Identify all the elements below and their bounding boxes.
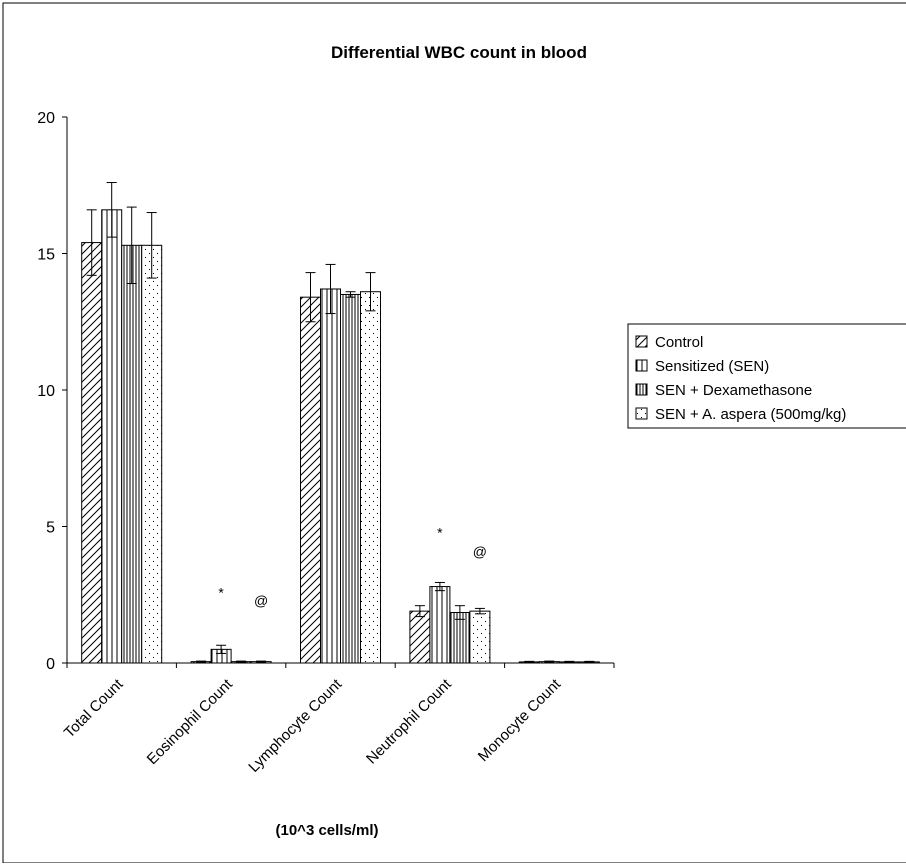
legend-box: [627, 323, 906, 429]
bar: [429, 586, 451, 664]
bar: [101, 209, 123, 664]
bar: [360, 291, 381, 664]
bar: [141, 244, 163, 664]
legend-swatch: [635, 359, 648, 372]
y-tick-label: 5: [46, 520, 55, 537]
x-axis-label: (10^3 cells/ml): [276, 822, 379, 839]
y-tick-label: 10: [37, 383, 55, 400]
y-tick-label: 0: [46, 656, 55, 673]
bar: [121, 244, 143, 664]
significance-marker: @: [254, 593, 268, 609]
legend: Control Sensitized (SEN) SEN + Dexamethaso…: [627, 323, 906, 429]
legend-label: SEN + A. aspera (500mg/kg): [655, 406, 846, 423]
y-tick-label: 20: [37, 110, 55, 127]
bar: [320, 288, 341, 664]
bar: [449, 611, 471, 664]
bar: [81, 242, 103, 664]
chart-title: Differential WBC count in blood: [331, 43, 587, 62]
bar: [409, 610, 431, 664]
legend-swatch: [635, 335, 648, 348]
legend-label: SEN + Dexamethasone: [655, 382, 812, 399]
significance-marker: *: [437, 524, 443, 540]
y-tick-label: 15: [37, 247, 55, 264]
bar: [469, 610, 491, 664]
significance-marker: @: [473, 544, 487, 560]
bar: [340, 293, 361, 664]
significance-marker: *: [218, 584, 224, 600]
bar: [300, 296, 321, 664]
legend-swatch: [635, 383, 648, 396]
legend-label: Sensitized (SEN): [655, 358, 769, 375]
legend-label: Control: [655, 334, 703, 351]
legend-swatch: [635, 407, 648, 420]
